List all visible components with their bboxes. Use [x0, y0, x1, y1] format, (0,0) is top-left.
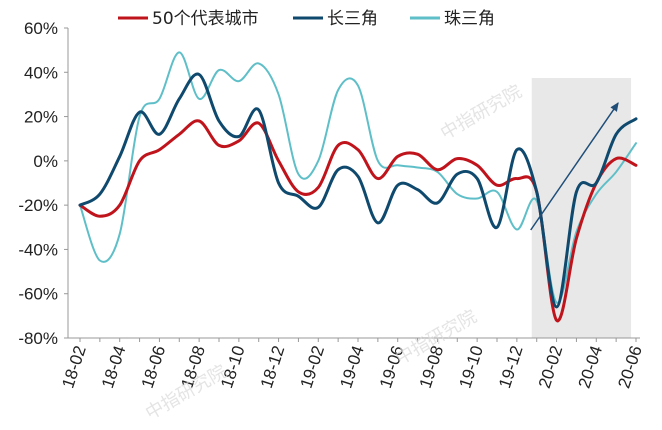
- highlight-region: [531, 78, 632, 338]
- legend-item-2: 长三角: [293, 9, 378, 29]
- y-tick-label: -80%: [18, 329, 58, 348]
- y-tick-label: -60%: [18, 285, 58, 304]
- legend-label: 50个代表城市: [152, 9, 259, 29]
- x-tick-label: 19-02: [297, 343, 329, 390]
- trend-arrow-layer: [530, 102, 619, 231]
- legend-item-3: 珠三角: [410, 9, 495, 29]
- legend: 50个代表城市 长三角 珠三角: [118, 9, 495, 29]
- x-tick-label: 18-06: [138, 343, 170, 390]
- legend-label: 长三角: [327, 9, 378, 29]
- legend-item-1: 50个代表城市: [118, 9, 259, 29]
- y-tick-label: 60%: [24, 19, 58, 38]
- y-tick-label: 40%: [24, 63, 58, 82]
- x-tick-label: 18-04: [98, 343, 130, 390]
- legend-label: 珠三角: [444, 9, 495, 29]
- x-tick-label: 19-04: [336, 343, 368, 390]
- highlight-region-layer: [531, 78, 632, 338]
- x-tick-label: 18-12: [257, 343, 289, 390]
- x-tick-label: 19-12: [495, 343, 527, 390]
- x-tick-label: 19-10: [455, 343, 487, 390]
- y-tick-label: -40%: [18, 240, 58, 259]
- x-tick-label: 20-04: [575, 343, 607, 390]
- x-tick-label: 20-02: [535, 343, 567, 390]
- y-tick-label: 0%: [33, 152, 58, 171]
- y-tick-label: -20%: [18, 196, 58, 215]
- watermark-text: 中指研究院: [437, 81, 525, 144]
- trend-arrow: [530, 102, 619, 231]
- series-line-2: [78, 72, 638, 309]
- x-tick-label: 18-02: [58, 343, 90, 390]
- series-layer: [78, 51, 638, 323]
- y-tick-label: 20%: [24, 108, 58, 127]
- x-tick-label: 20-06: [614, 343, 646, 390]
